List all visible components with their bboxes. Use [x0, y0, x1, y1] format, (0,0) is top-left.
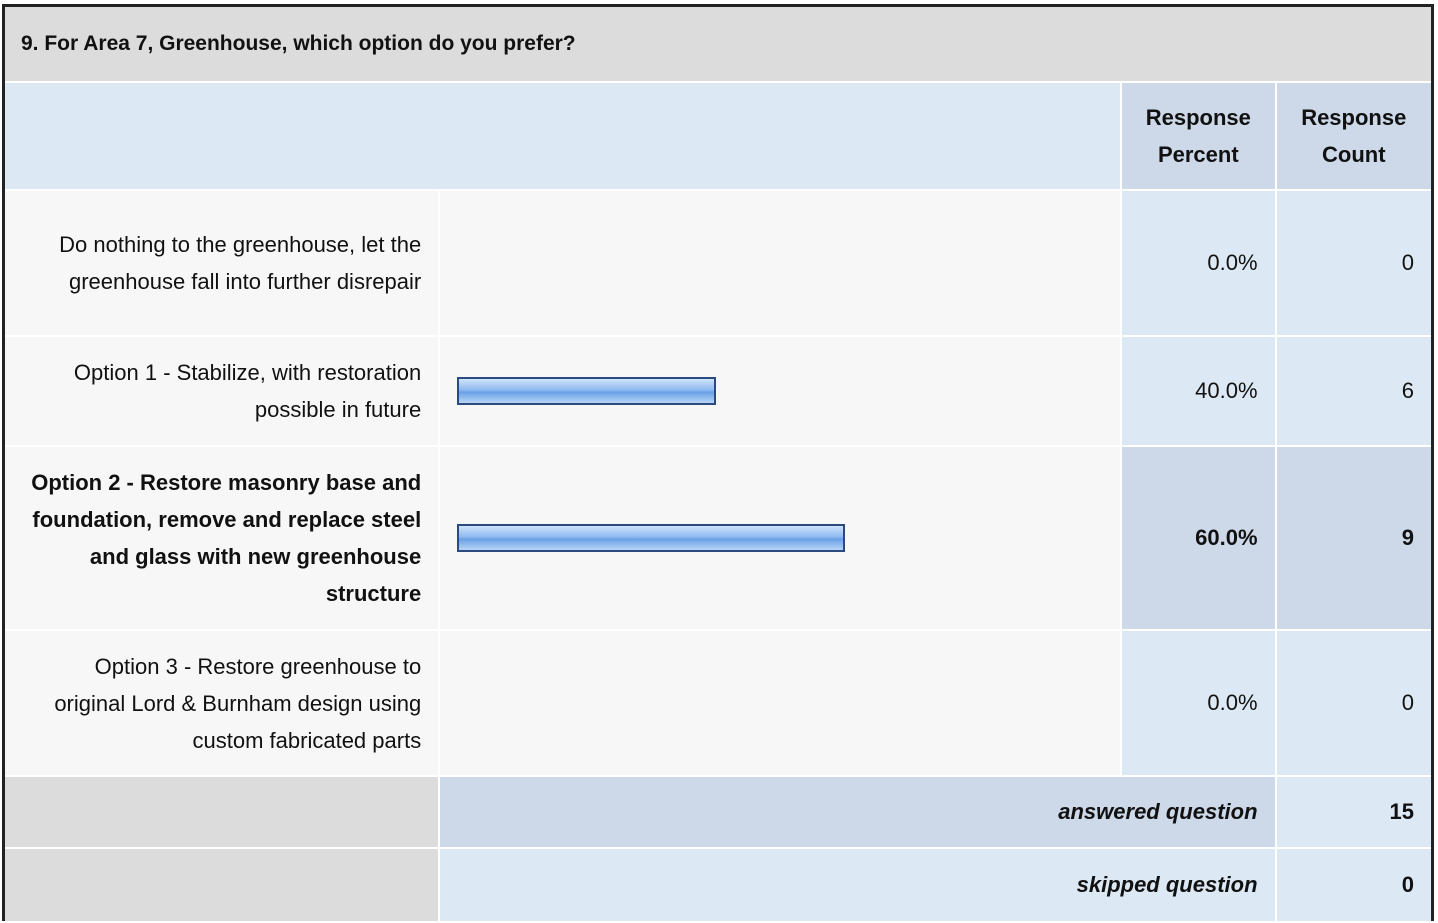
answered-count: 15	[1276, 777, 1431, 847]
answer-row: Do nothing to the greenhouse, let the gr…	[5, 191, 1431, 335]
answer-row: Option 3 - Restore greenhouse to origina…	[5, 631, 1431, 775]
response-percent: 0.0%	[1122, 631, 1275, 775]
answer-label: Option 3 - Restore greenhouse to origina…	[5, 631, 439, 775]
bar-cell	[440, 191, 1121, 335]
bar-cell	[440, 337, 1121, 445]
question-title: 9. For Area 7, Greenhouse, which option …	[5, 7, 1431, 81]
response-count: 6	[1276, 337, 1431, 445]
skipped-count: 0	[1276, 849, 1431, 921]
response-percent: 60.0%	[1122, 447, 1275, 629]
bar-cell	[440, 631, 1121, 775]
skipped-label: skipped question	[440, 849, 1275, 921]
response-percent: 40.0%	[1122, 337, 1275, 445]
response-percent: 0.0%	[1122, 191, 1275, 335]
response-count: 9	[1276, 447, 1431, 629]
header-blank	[5, 83, 1121, 189]
answered-row: answered question 15	[5, 777, 1431, 847]
answer-row: Option 2 - Restore masonry base and foun…	[5, 447, 1431, 629]
survey-panel: 9. For Area 7, Greenhouse, which option …	[2, 4, 1434, 921]
bar-cell	[440, 447, 1121, 629]
footer-blank	[5, 777, 439, 847]
percent-header: Response Percent	[1122, 83, 1275, 189]
answered-label: answered question	[440, 777, 1275, 847]
response-count: 0	[1276, 191, 1431, 335]
answer-row: Option 1 - Stabilize, with restoration p…	[5, 337, 1431, 445]
results-table: 9. For Area 7, Greenhouse, which option …	[3, 5, 1433, 923]
count-header: Response Count	[1276, 83, 1431, 189]
answer-label: Option 1 - Stabilize, with restoration p…	[5, 337, 439, 445]
answer-label: Option 2 - Restore masonry base and foun…	[5, 447, 439, 629]
skipped-row: skipped question 0	[5, 849, 1431, 921]
response-count: 0	[1276, 631, 1431, 775]
answer-label: Do nothing to the greenhouse, let the gr…	[5, 191, 439, 335]
footer-blank	[5, 849, 439, 921]
percent-bar	[457, 524, 845, 552]
percent-bar	[457, 377, 716, 405]
